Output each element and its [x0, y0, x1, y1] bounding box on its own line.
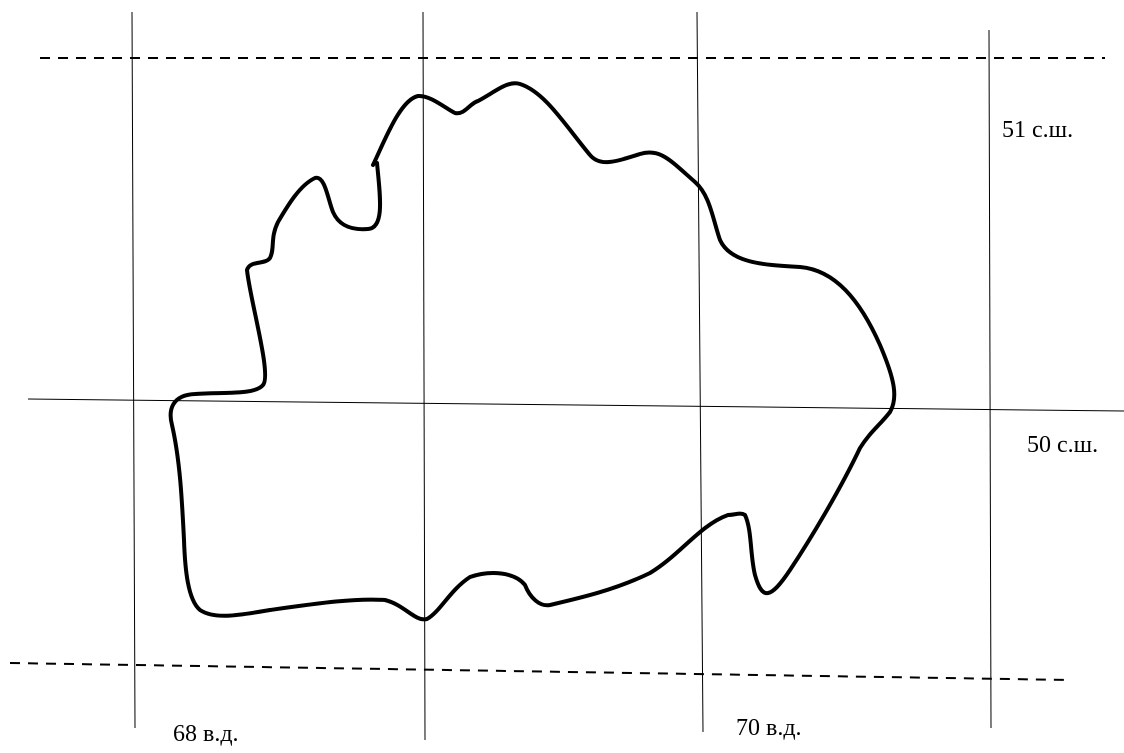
- region-outline: [168, 81, 897, 622]
- meridian-line-1: [131, 11, 136, 729]
- longitude-label-68: 68 в.д.: [173, 721, 239, 747]
- parallel-line-50: [27, 398, 1124, 412]
- meridian-line-2: [422, 11, 426, 741]
- latitude-label-51: 51 с.ш.: [1002, 117, 1074, 143]
- latitude-label-50: 50 с.ш.: [1027, 432, 1099, 458]
- meridian-line-3: [696, 11, 704, 733]
- bottom-dashed-line: [9, 662, 1071, 681]
- meridian-line-4: [988, 29, 992, 729]
- longitude-label-70: 70 в.д.: [736, 715, 802, 741]
